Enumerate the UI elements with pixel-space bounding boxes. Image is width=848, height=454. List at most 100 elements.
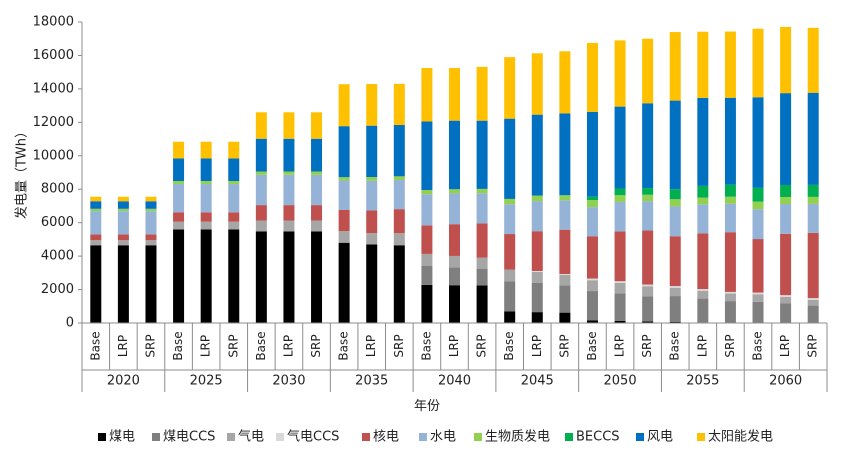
bar-segment <box>283 112 295 139</box>
bar-segment <box>90 201 102 209</box>
bar-segment <box>504 281 516 312</box>
bar-segment <box>586 207 598 237</box>
x-tick-label-scenario: SRP <box>226 334 240 357</box>
bar-segment <box>255 112 267 139</box>
bar-segment <box>476 66 488 121</box>
bar-segment <box>586 196 598 201</box>
bar-segment <box>117 208 129 212</box>
bar-segment <box>807 203 819 233</box>
bar-segment <box>421 284 433 323</box>
bar-segment <box>697 31 709 98</box>
bar-segment <box>200 184 212 213</box>
x-tick-label-year: 2030 <box>272 374 305 389</box>
bar-segment <box>780 233 792 296</box>
bar-segment <box>421 121 433 191</box>
bar-segment <box>255 171 267 175</box>
x-tick-label-scenario: SRP <box>640 334 654 357</box>
bar-segment <box>642 321 654 323</box>
bar-segment <box>559 285 571 313</box>
bar-segment <box>90 196 102 202</box>
bar-segment <box>393 233 405 246</box>
bar-segment <box>338 177 350 181</box>
bar-segment <box>669 287 681 297</box>
bar-segment <box>255 174 267 206</box>
bar-segment <box>642 103 654 189</box>
bar-segment <box>449 285 460 323</box>
bar-segment <box>752 301 764 323</box>
bar-segment <box>586 236 598 279</box>
bar-segment <box>531 201 543 232</box>
bar-segment <box>421 67 433 122</box>
bar-segment <box>752 294 764 302</box>
bar-segment <box>90 211 102 235</box>
bar-segment <box>697 290 709 299</box>
bar-segment <box>255 138 267 172</box>
legend-swatch <box>636 433 644 441</box>
bar-segment <box>449 189 460 194</box>
x-tick-label-scenario: Base <box>668 331 682 360</box>
bar-segment <box>697 185 709 198</box>
x-tick-label-scenario: Base <box>502 331 516 360</box>
bar-segment <box>228 212 240 222</box>
x-axis-title: 年份 <box>414 399 440 414</box>
bar-segment <box>697 289 709 291</box>
bar-segment <box>724 97 736 185</box>
bar-segment <box>724 196 736 204</box>
bar-segment <box>421 265 433 285</box>
bar-segment <box>780 303 792 323</box>
bar-segment <box>421 190 433 195</box>
bar-segment <box>476 257 488 269</box>
y-axis: 0 2000 4000 6000 8000 10000 12000 14000 16000 180… <box>33 15 83 331</box>
legend-swatch <box>98 433 106 441</box>
bar-segment <box>228 221 240 230</box>
legend-swatch <box>227 433 235 441</box>
x-tick-label-year: 2040 <box>438 374 471 389</box>
legend-swatch <box>697 433 705 441</box>
x-tick-label-scenario: LRP <box>530 335 544 357</box>
bar-segment <box>642 194 654 202</box>
bar-segment <box>228 181 240 185</box>
bar-segment <box>283 174 295 206</box>
y-tick-label: 2000 <box>41 282 74 297</box>
bar-segment <box>586 320 598 323</box>
bar-segment <box>173 141 185 159</box>
bar-segment <box>393 83 405 126</box>
bar-segment <box>173 184 185 213</box>
bar-segment <box>200 221 212 230</box>
bar-segment <box>559 113 571 196</box>
bar-segment <box>807 92 819 185</box>
bar-segment <box>311 205 323 221</box>
bar-segment <box>283 220 295 232</box>
legend-swatch <box>419 433 427 441</box>
bar-segment <box>200 181 212 185</box>
x-tick-label-scenario: Base <box>585 331 599 360</box>
legend-label: 水电 <box>430 430 456 445</box>
bar-segment <box>366 244 378 323</box>
x-tick-label-scenario: SRP <box>392 334 406 357</box>
bar-segment <box>724 184 736 197</box>
y-tick-label: 16000 <box>33 48 74 63</box>
bar-segment <box>504 118 516 199</box>
y-tick-label: 0 <box>66 316 74 331</box>
bar-segment <box>669 206 681 237</box>
bar-segment <box>697 298 709 323</box>
bar-segment <box>780 26 792 94</box>
bar-segment <box>338 126 350 178</box>
legend-swatch <box>362 433 370 441</box>
x-tick-label-scenario: SRP <box>723 334 737 357</box>
x-tick-label-year: 2050 <box>604 374 637 389</box>
bar-segment <box>366 177 378 181</box>
bar-segment <box>614 293 626 321</box>
bar-segment <box>724 203 736 233</box>
bar-segment <box>255 231 267 323</box>
bar-segment <box>393 176 405 181</box>
x-tick-label-scenario: LRP <box>364 335 378 357</box>
x-tick-label-year: 2020 <box>107 374 140 389</box>
bar-segment <box>311 171 323 175</box>
bar-segment <box>338 242 350 323</box>
bar-segment <box>669 189 681 200</box>
bar-segment <box>614 281 626 283</box>
bar-segment <box>752 201 764 210</box>
bar-segment <box>476 285 488 324</box>
bar-segment <box>117 240 129 246</box>
